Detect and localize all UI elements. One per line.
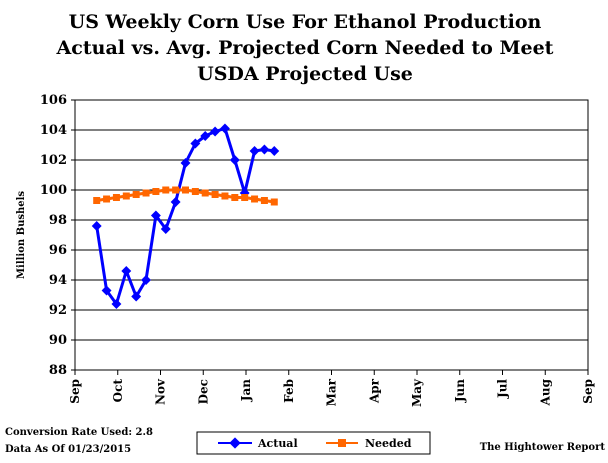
series-needed-point — [221, 192, 229, 200]
y-tick-label: 92 — [49, 303, 67, 318]
y-tick-label: 88 — [49, 363, 67, 378]
series-needed-point — [93, 197, 101, 204]
legend-needed-label: Needed — [365, 437, 412, 450]
chart-title: US Weekly Corn Use For Ethanol Productio… — [56, 11, 554, 85]
series-actual-point — [91, 221, 102, 231]
y-tick-label: 100 — [40, 183, 67, 198]
chart-title-line-2: Actual vs. Avg. Projected Corn Needed to… — [56, 37, 554, 59]
series-group — [91, 123, 280, 309]
series-actual-point — [190, 138, 201, 149]
chart-title-line-3: USDA Projected Use — [197, 63, 413, 85]
series-needed-point — [112, 194, 120, 201]
series-needed-point — [152, 188, 160, 195]
series-actual-point — [269, 146, 280, 156]
legend-actual-label: Actual — [257, 437, 298, 450]
x-tick-label: Sep — [581, 379, 595, 404]
series-needed-point — [181, 186, 189, 194]
x-tick-label: Jul — [496, 379, 510, 399]
series-actual-point — [200, 131, 211, 141]
data-as-of-note: Data As Of 01/23/2015 — [5, 444, 131, 455]
x-axis-ticks: Sep Oct Nov Dec Jan Feb Mar Apr May Jun Jul Aug Sep — [68, 370, 595, 407]
y-tick-label: 106 — [40, 93, 67, 108]
x-tick-label: Jan — [239, 379, 253, 402]
legend-box — [196, 431, 431, 455]
source-note: The Hightower Report — [480, 442, 606, 453]
x-tick-label: May — [410, 378, 424, 407]
y-axis-label: Million Bushels — [16, 191, 27, 279]
series-needed-point — [201, 189, 209, 197]
y-tick-label: 96 — [49, 243, 67, 258]
series-actual-point — [180, 158, 191, 168]
series-needed-point — [172, 186, 180, 194]
series-actual-point — [210, 126, 221, 137]
series-actual-point — [259, 144, 270, 155]
series-needed-point — [260, 197, 268, 204]
series-actual-point — [229, 155, 240, 165]
x-tick-label: Nov — [154, 378, 168, 405]
x-tick-label: Apr — [367, 378, 381, 404]
series-actual-point — [249, 146, 260, 156]
legend: Actual Needed — [196, 431, 431, 455]
series-actual-point — [121, 266, 132, 276]
conversion-rate-note: Conversion Rate Used: 2.8 — [5, 427, 153, 438]
series-actual-point — [220, 123, 230, 134]
x-tick-label: Sep — [68, 379, 82, 404]
chart-title-line-1: US Weekly Corn Use For Ethanol Productio… — [69, 11, 542, 33]
y-tick-label: 98 — [49, 213, 67, 228]
series-needed-point — [122, 192, 130, 200]
x-tick-label: Mar — [325, 378, 339, 406]
series-actual-point — [160, 224, 171, 234]
series-needed-point — [211, 191, 219, 198]
series-needed-point — [241, 194, 249, 201]
x-tick-label: Dec — [196, 379, 210, 404]
series-needed-point — [251, 195, 259, 203]
legend-needed-marker — [338, 439, 346, 447]
series-actual-point — [141, 275, 151, 285]
x-tick-label: Feb — [282, 379, 296, 403]
y-tick-label: 90 — [49, 333, 67, 348]
series-actual-point — [170, 197, 181, 207]
x-tick-label: Jun — [453, 379, 467, 403]
series-needed-point — [270, 198, 278, 206]
y-tick-label: 102 — [40, 153, 67, 168]
series-needed-point — [103, 195, 111, 203]
series-needed-point — [191, 188, 199, 195]
y-tick-label: 94 — [49, 273, 67, 288]
x-tick-label: Oct — [111, 379, 125, 403]
series-needed-point — [132, 191, 140, 198]
legend-actual-marker — [229, 437, 241, 449]
x-tick-label: Aug — [538, 378, 552, 406]
series-needed-point — [231, 194, 239, 201]
series-actual-point — [150, 210, 161, 221]
series-needed-point — [162, 186, 170, 194]
y-tick-label: 104 — [40, 123, 67, 138]
y-axis-ticks: 88 90 92 94 96 98 100 102 104 106 — [40, 93, 75, 378]
series-actual-point — [131, 291, 142, 302]
series-needed-point — [142, 189, 150, 197]
series-actual-line — [95, 127, 275, 306]
